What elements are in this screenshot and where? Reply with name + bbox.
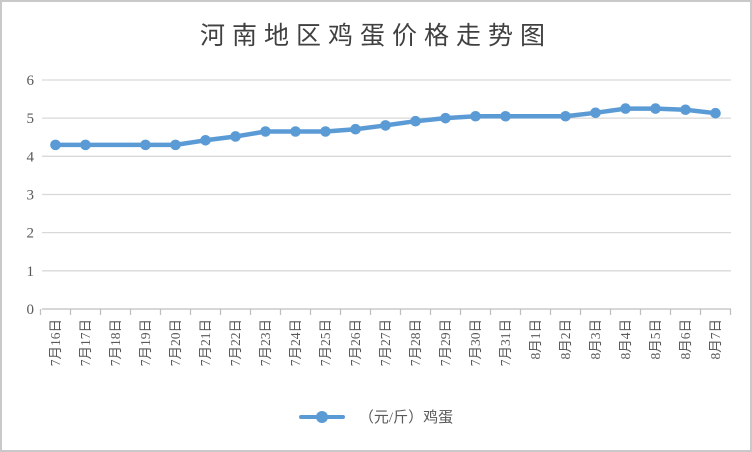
data-point-marker <box>410 115 421 127</box>
y-axis-tick-label: 4 <box>27 149 35 165</box>
x-axis-tick-label: 7月18日 <box>108 319 123 366</box>
y-axis-tick-label: 3 <box>27 187 35 203</box>
data-point-marker <box>290 126 301 137</box>
x-axis-tick-label: 7月26日 <box>348 319 363 366</box>
x-axis-tick-label: 8月3日 <box>588 319 603 360</box>
chart-title: 河南地区鸡蛋价格走势图 <box>199 23 552 50</box>
data-point-marker <box>50 139 61 151</box>
x-axis-tick-label: 8月1日 <box>528 319 543 360</box>
x-axis-tick-label: 8月2日 <box>558 319 573 360</box>
y-axis-tick-label: 0 <box>27 302 35 318</box>
data-point-marker <box>320 126 331 137</box>
y-axis-tick-label: 5 <box>27 111 35 127</box>
data-point-marker <box>500 110 511 122</box>
data-point-marker <box>440 112 451 124</box>
x-axis-tick-label: 7月19日 <box>138 319 153 366</box>
x-axis-tick-label: 7月16日 <box>48 319 63 366</box>
data-point-marker <box>200 134 211 146</box>
data-point-marker <box>620 103 631 114</box>
legend: （元/斤）鸡蛋 <box>2 406 750 427</box>
x-axis-tick-label: 7月25日 <box>318 319 333 366</box>
legend-dot-icon <box>315 410 328 423</box>
data-point-marker <box>680 104 691 116</box>
data-point-marker <box>710 107 721 119</box>
data-point-marker <box>170 139 181 151</box>
x-axis-tick-label: 7月30日 <box>468 319 483 366</box>
x-axis-tick-label: 7月24日 <box>288 319 303 366</box>
y-axis-tick-label: 6 <box>27 73 35 89</box>
data-point-marker <box>350 123 361 135</box>
x-axis-tick-label: 8月5日 <box>648 319 663 360</box>
legend-series-marker-icon <box>298 410 345 423</box>
data-point-marker <box>230 131 241 142</box>
data-point-marker <box>560 110 571 122</box>
x-axis-tick-label: 8月7日 <box>708 319 723 360</box>
x-axis-tick-label: 7月27日 <box>378 319 393 366</box>
x-axis-tick-label: 8月4日 <box>618 319 633 360</box>
x-axis-tick-label: 8月6日 <box>678 319 693 360</box>
data-point-marker <box>590 107 601 119</box>
data-point-marker <box>140 139 151 151</box>
x-axis-tick-label: 7月28日 <box>408 319 423 366</box>
x-axis-tick-label: 7月20日 <box>168 319 183 366</box>
x-axis-tick-label: 7月31日 <box>498 319 513 366</box>
data-point-marker <box>80 139 91 151</box>
x-axis-tick-label: 7月17日 <box>78 319 93 366</box>
y-axis-tick-label: 1 <box>27 264 35 280</box>
data-point-marker <box>650 103 661 114</box>
x-axis-tick-label: 7月23日 <box>258 319 273 366</box>
legend-series-label: （元/斤）鸡蛋 <box>358 410 454 426</box>
data-point-marker <box>470 110 481 122</box>
data-point-marker <box>380 120 391 131</box>
y-axis-tick-label: 2 <box>27 226 35 242</box>
x-axis-tick-label: 7月22日 <box>228 319 243 366</box>
x-axis-tick-label: 7月29日 <box>438 319 453 366</box>
data-point-marker <box>260 126 271 137</box>
x-axis-tick-label: 7月21日 <box>198 319 213 366</box>
